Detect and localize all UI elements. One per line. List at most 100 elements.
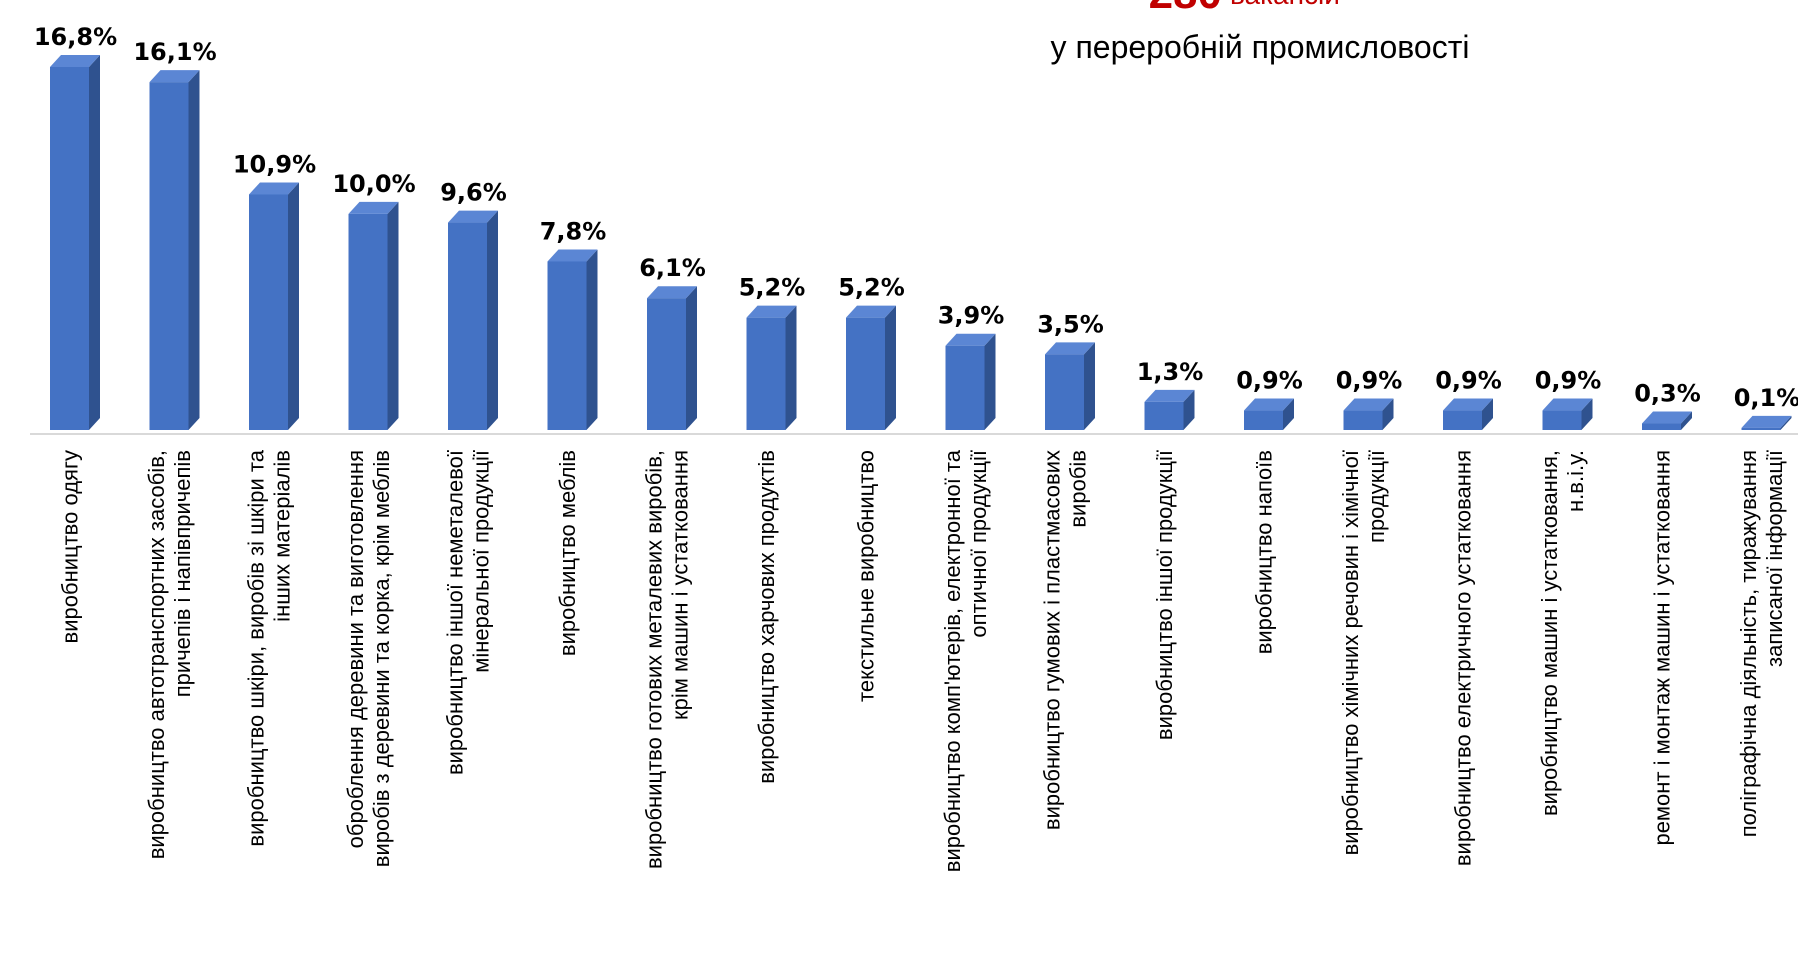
category-labels-group: виробництво одягу виробництво автотранспо… (58, 449, 1788, 872)
bar-side (1780, 415, 1792, 430)
bar-side (984, 333, 996, 430)
bar-17 (1642, 411, 1692, 430)
category-label-15: виробництво електричного устатковання (1451, 450, 1476, 866)
bar-front (846, 317, 885, 430)
bar-side (686, 286, 697, 430)
bar-side (288, 182, 299, 430)
category-label-line: виробництво іншої неметалевої (443, 450, 468, 775)
category-label-line: причепів і напівпричепів (170, 450, 195, 697)
bar-16 (1542, 398, 1593, 430)
bar-side (1681, 411, 1692, 430)
bar-13 (1244, 398, 1294, 430)
bar-18 (1741, 415, 1792, 430)
value-label-8: 5,2% (739, 274, 806, 302)
value-label-15: 0,9% (1435, 367, 1502, 395)
category-label-line: оптичної продукції (966, 450, 991, 638)
bar-11 (1045, 342, 1095, 430)
bar-top (249, 182, 299, 195)
bar-front (50, 67, 89, 430)
value-label-16: 0,9% (1535, 367, 1602, 395)
bar-front (547, 261, 587, 430)
category-label-line: виробництво одягу (58, 450, 83, 643)
value-labels-group: 16,8% 16,1% 10,9% 10,0% 9,6% 7,8% 6,1% 5,2% 5,2%… (34, 23, 1798, 412)
bar-top (945, 333, 996, 346)
category-label-line: оброблення деревини та виготовлення (343, 450, 368, 848)
value-label-17: 0,3% (1634, 380, 1701, 408)
bar-top (448, 210, 498, 223)
category-label-line: виробництво харчових продуктів (754, 450, 779, 784)
category-label-line: виробництво машин і устатковання, (1537, 450, 1562, 816)
value-label-5: 9,6% (440, 179, 507, 207)
category-label-line: продукції (1364, 450, 1389, 543)
vacancy-count: 280 (1149, 0, 1222, 18)
category-label-line: н.в.і.у. (1563, 450, 1588, 512)
value-label-10: 3,9% (938, 302, 1005, 330)
category-label-4: оброблення деревини та виготовленнявироб… (343, 450, 394, 867)
category-label-17: ремонт і монтаж машин і устатковання (1650, 450, 1675, 846)
bar-side (387, 201, 399, 430)
bar-side (1482, 398, 1493, 430)
category-label-line: ремонт і монтаж машин і устатковання (1650, 450, 1675, 846)
bar-side (1084, 342, 1095, 430)
category-label-line: текстильне виробництво (854, 450, 879, 702)
bar-side (1382, 398, 1394, 430)
value-label-18: 0,1% (1734, 384, 1798, 412)
value-label-7: 6,1% (639, 254, 706, 282)
bar-top (348, 201, 399, 214)
category-label-line: виробництво хімічних речовин і хімічної (1338, 450, 1363, 855)
category-label-line: виробництво електричного устатковання (1451, 450, 1476, 866)
value-label-2: 16,1% (133, 38, 216, 66)
bar-top (1343, 398, 1394, 411)
category-label-line: виробів з деревини та корка, крім меблів (369, 450, 394, 867)
bar-front (1244, 410, 1283, 430)
category-label-7: виробництво готових металевих виробів,кр… (642, 450, 693, 869)
category-label-line: виробництво готових металевих виробів, (642, 450, 667, 869)
bar-top (547, 249, 598, 262)
category-label-line: виробництво іншої продукції (1152, 450, 1177, 740)
bar-front (647, 298, 686, 430)
bar-5 (448, 210, 498, 430)
bar-front (746, 317, 786, 430)
bar-top (1542, 398, 1593, 411)
category-label-line: записаної інформації (1762, 450, 1787, 667)
bar-side (89, 55, 100, 430)
chart-subtitle: у переробній промисловості (1051, 29, 1470, 65)
bar-top (1244, 398, 1294, 411)
bar-10 (945, 333, 996, 430)
category-label-12: виробництво іншої продукції (1152, 450, 1177, 740)
bar-2 (149, 70, 200, 430)
bar-side (785, 305, 797, 430)
category-label-line: поліграфічна діяльність, тиражування (1736, 450, 1761, 837)
category-label-5: виробництво іншої неметалевоїмінеральної… (443, 450, 494, 775)
bar-9 (846, 305, 896, 430)
category-label-line: виробництво шкіри, виробів зі шкіри та (244, 449, 269, 846)
bar-front (945, 345, 985, 430)
bar-front (348, 213, 388, 430)
bar-front (1144, 401, 1184, 430)
bar-15 (1443, 398, 1493, 430)
bar-top (1045, 342, 1095, 355)
bar-top (1443, 398, 1493, 411)
bars-group (50, 55, 1792, 430)
value-label-9: 5,2% (838, 274, 905, 302)
category-label-18: поліграфічна діяльність, тиражуваннязапи… (1736, 450, 1787, 837)
bar-front (149, 82, 189, 430)
bar-14 (1343, 398, 1394, 430)
category-label-2: виробництво автотранспортних засобів,при… (144, 450, 195, 859)
category-label-line: виробництво напоїв (1252, 450, 1277, 654)
value-label-14: 0,9% (1336, 367, 1403, 395)
bar-front (1443, 410, 1482, 430)
bar-side (1581, 398, 1593, 430)
bar-6 (547, 249, 598, 430)
category-label-line: виробництво гумових і пластмасових (1040, 450, 1065, 830)
value-label-13: 0,9% (1236, 367, 1303, 395)
category-label-line: виробів (1066, 450, 1091, 528)
bar-1 (50, 55, 100, 430)
category-label-line: виробництво меблів (555, 450, 580, 656)
bar-front (1343, 410, 1383, 430)
category-label-11: виробництво гумових і пластмасовихвиробі… (1040, 450, 1091, 830)
vacancy-word: вакансій (1230, 0, 1340, 10)
value-label-11: 3,5% (1037, 310, 1104, 338)
bar-front (1741, 427, 1781, 430)
